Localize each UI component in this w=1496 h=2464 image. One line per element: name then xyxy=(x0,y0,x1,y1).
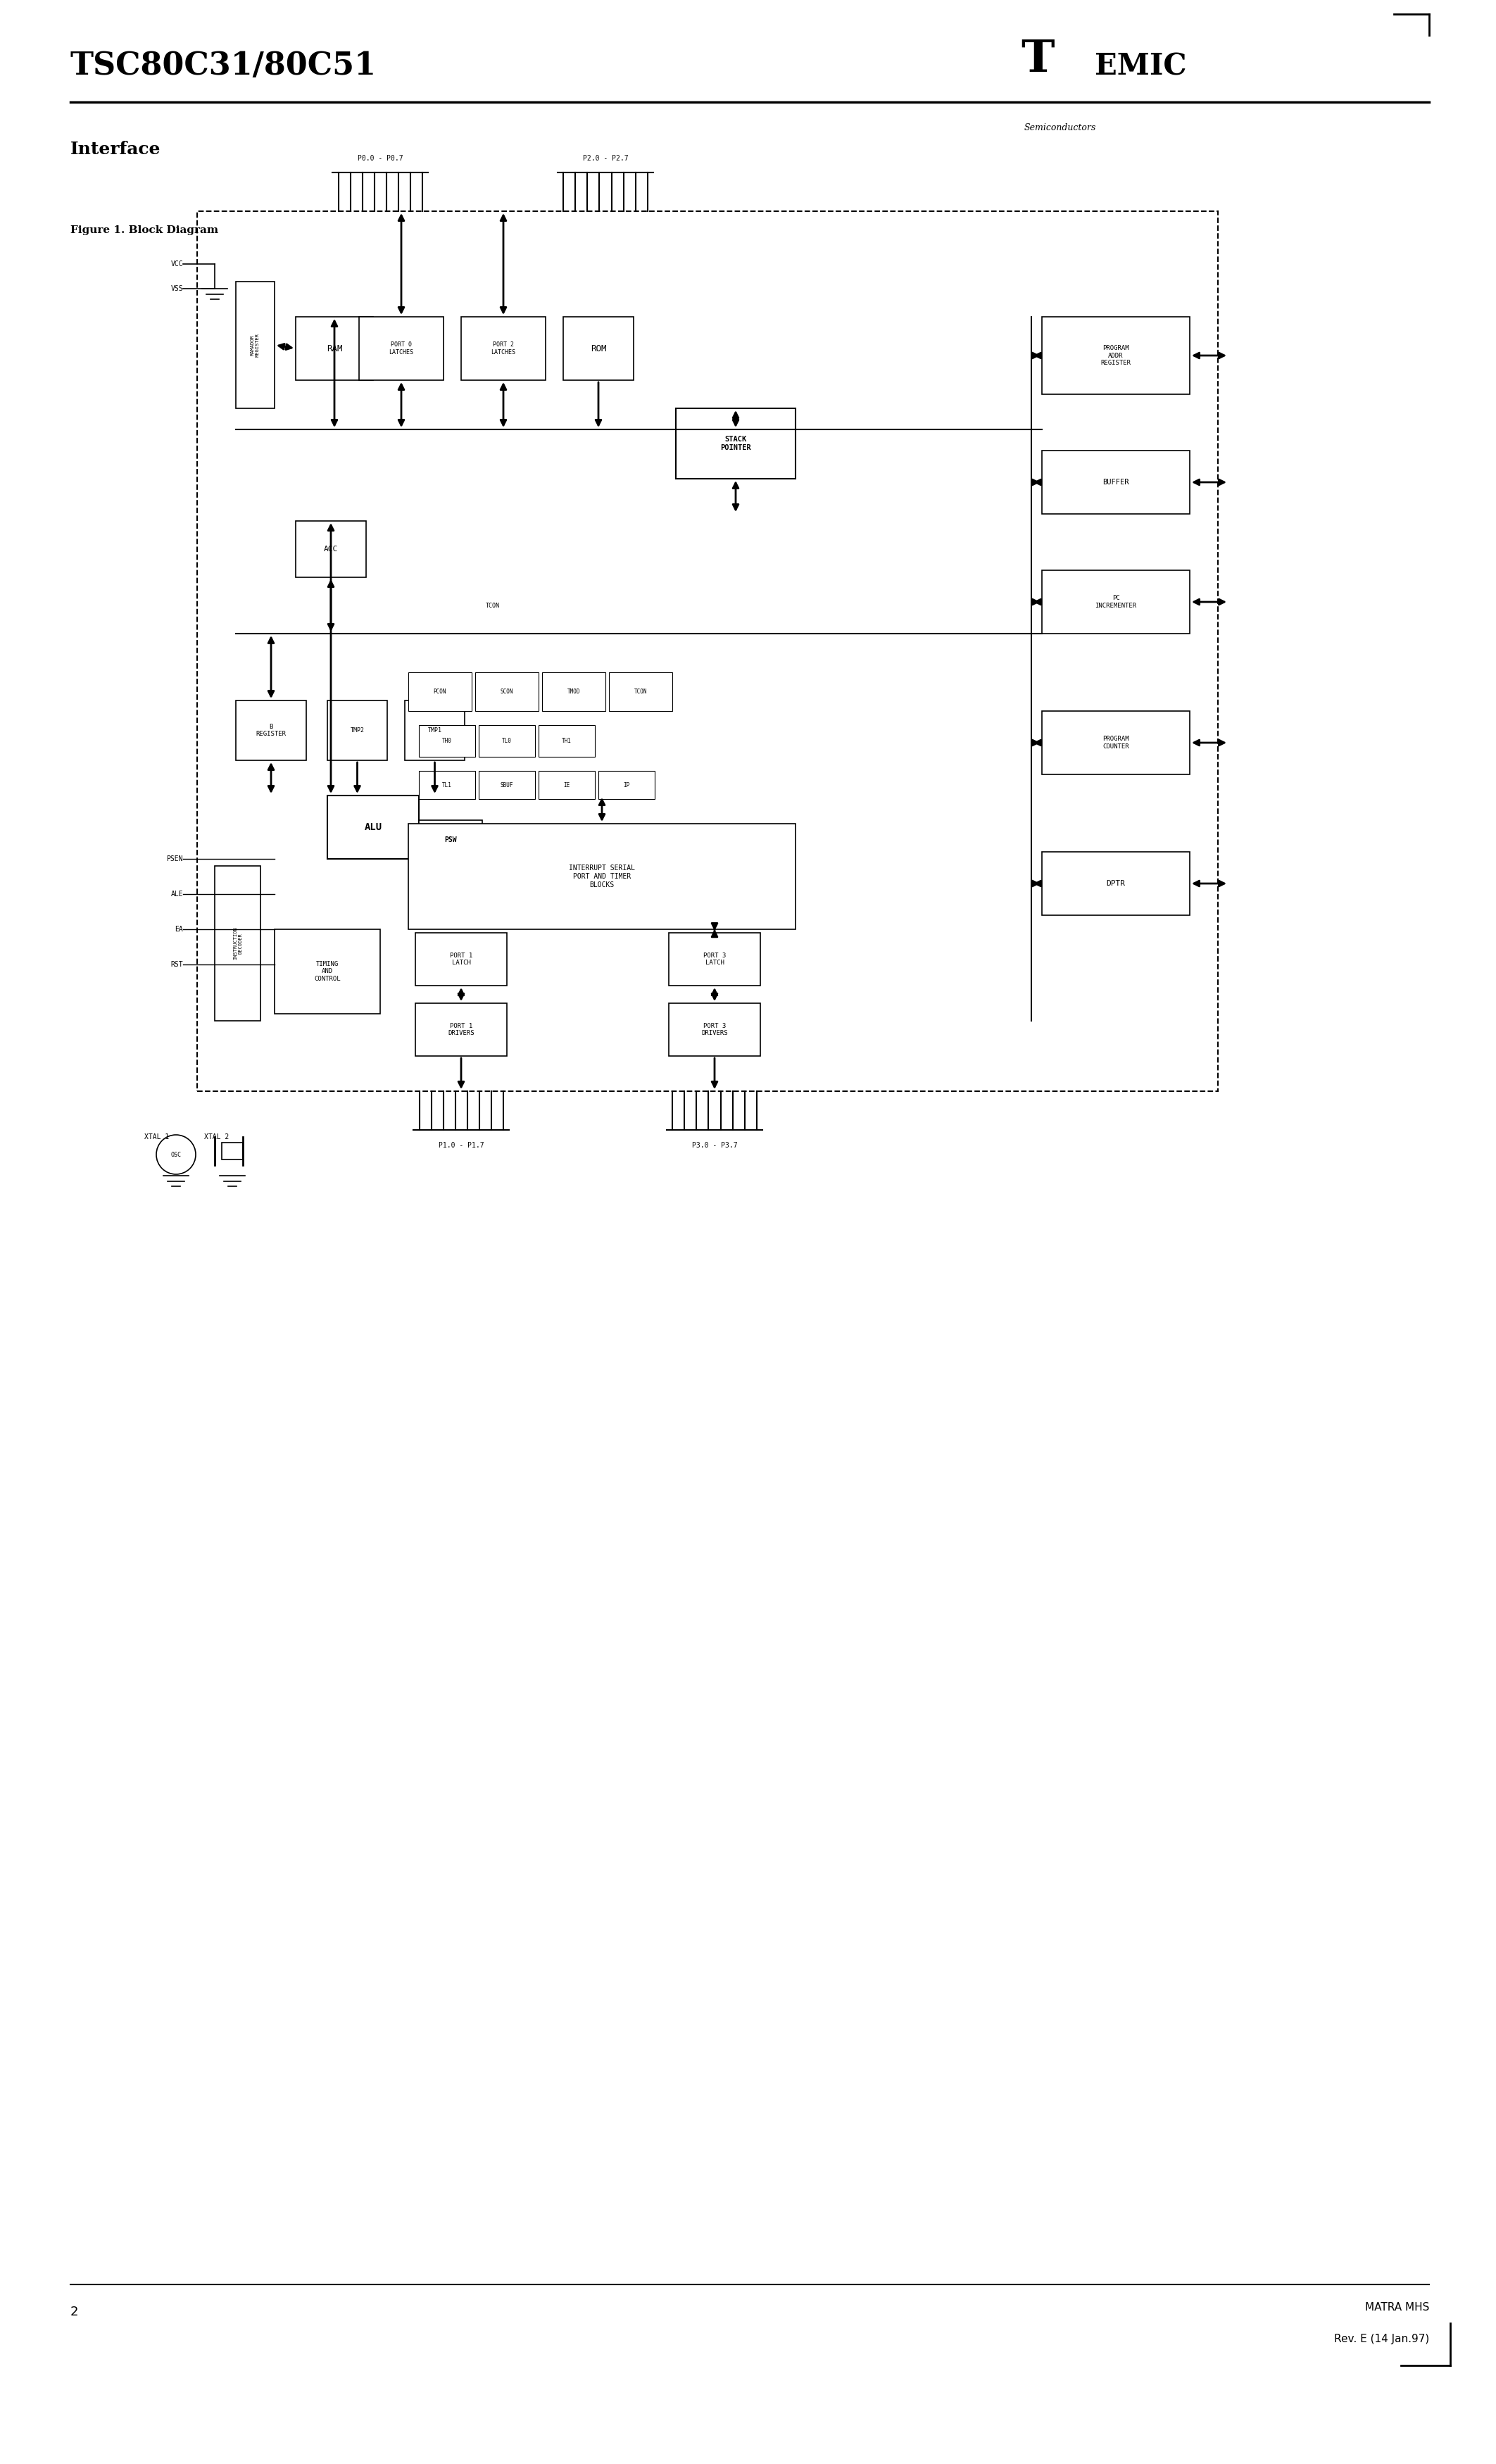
Bar xyxy=(215,865,260,1020)
Bar xyxy=(416,1003,507,1057)
Bar xyxy=(408,823,796,929)
Bar xyxy=(539,771,595,798)
Bar xyxy=(359,318,443,379)
Text: PORT 3
DRIVERS: PORT 3 DRIVERS xyxy=(702,1023,727,1037)
Text: EA: EA xyxy=(175,926,183,934)
Text: IP: IP xyxy=(624,781,630,788)
Text: SCON: SCON xyxy=(500,687,513,695)
Text: P0.0 - P0.7: P0.0 - P0.7 xyxy=(358,155,402,163)
Text: PROGRAM
ADDR
REGISTER: PROGRAM ADDR REGISTER xyxy=(1101,345,1131,367)
Text: ALU: ALU xyxy=(365,823,381,833)
Text: XTAL 1: XTAL 1 xyxy=(144,1133,169,1141)
Text: INTERRUPT SERIAL
PORT AND TIMER
BLOCKS: INTERRUPT SERIAL PORT AND TIMER BLOCKS xyxy=(568,865,634,887)
Bar xyxy=(197,212,1218,1092)
Bar xyxy=(408,673,471,712)
Bar xyxy=(328,700,387,761)
Text: TMOD: TMOD xyxy=(567,687,580,695)
Text: PC
INCREMENTER: PC INCREMENTER xyxy=(1095,596,1137,609)
Bar xyxy=(296,318,373,379)
Text: Interface: Interface xyxy=(70,140,162,158)
Text: TH0: TH0 xyxy=(443,737,452,744)
Text: VCC: VCC xyxy=(171,261,183,269)
Bar xyxy=(1041,712,1189,774)
Text: Figure 1. Block Diagram: Figure 1. Block Diagram xyxy=(70,224,218,234)
Text: TIMING
AND
CONTROL: TIMING AND CONTROL xyxy=(314,961,341,983)
Text: TSC80C31/80C51: TSC80C31/80C51 xyxy=(70,52,377,81)
Text: TL0: TL0 xyxy=(503,737,512,744)
Text: TMP2: TMP2 xyxy=(350,727,365,734)
Text: TMP1: TMP1 xyxy=(428,727,441,734)
Bar xyxy=(609,673,672,712)
Text: VSS: VSS xyxy=(171,286,183,293)
Text: RAMADOR
REGISTER: RAMADOR REGISTER xyxy=(251,333,260,357)
Bar xyxy=(416,934,507,986)
Text: P2.0 - P2.7: P2.0 - P2.7 xyxy=(583,155,628,163)
Text: XTAL 2: XTAL 2 xyxy=(203,1133,229,1141)
Text: PSW: PSW xyxy=(444,835,456,843)
Text: DPTR: DPTR xyxy=(1107,880,1125,887)
Text: RAM: RAM xyxy=(326,345,343,352)
Text: ALE: ALE xyxy=(171,890,183,897)
Bar xyxy=(1041,451,1189,515)
Text: T: T xyxy=(1020,37,1055,81)
Bar xyxy=(479,771,536,798)
Text: PORT 0
LATCHES: PORT 0 LATCHES xyxy=(389,342,413,355)
Bar xyxy=(296,520,367,577)
Text: OSC: OSC xyxy=(171,1151,181,1158)
Bar xyxy=(221,1143,242,1161)
Text: TCON: TCON xyxy=(634,687,648,695)
Text: PORT 2
LATCHES: PORT 2 LATCHES xyxy=(491,342,516,355)
Bar xyxy=(1041,569,1189,633)
Text: Semiconductors: Semiconductors xyxy=(1025,123,1097,133)
Text: P3.0 - P3.7: P3.0 - P3.7 xyxy=(691,1141,738,1148)
Bar xyxy=(275,929,380,1013)
Text: BUFFER: BUFFER xyxy=(1103,478,1129,485)
Bar xyxy=(328,796,419,860)
Bar xyxy=(405,700,465,761)
Bar xyxy=(669,934,760,986)
Text: Rev. E (14 Jan.97): Rev. E (14 Jan.97) xyxy=(1334,2333,1429,2343)
Text: P1.0 - P1.7: P1.0 - P1.7 xyxy=(438,1141,483,1148)
Text: RST: RST xyxy=(171,961,183,968)
Bar xyxy=(419,771,476,798)
Bar xyxy=(479,724,536,756)
Text: TH1: TH1 xyxy=(562,737,571,744)
Text: EMIC: EMIC xyxy=(1095,52,1186,81)
Text: PORT 1
LATCH: PORT 1 LATCH xyxy=(450,954,473,966)
Bar xyxy=(476,673,539,712)
Text: INSTRUCTION
DECODER: INSTRUCTION DECODER xyxy=(233,926,242,961)
Bar xyxy=(542,673,606,712)
Text: 2: 2 xyxy=(70,2306,78,2319)
Bar xyxy=(1041,853,1189,914)
Text: STACK
POINTER: STACK POINTER xyxy=(720,436,751,451)
Text: PCON: PCON xyxy=(434,687,446,695)
Bar xyxy=(236,281,275,409)
Text: MATRA MHS: MATRA MHS xyxy=(1364,2301,1429,2314)
Text: PSEN: PSEN xyxy=(166,855,183,862)
Text: PORT 1
DRIVERS: PORT 1 DRIVERS xyxy=(447,1023,474,1037)
Text: PROGRAM
COUNTER: PROGRAM COUNTER xyxy=(1103,737,1129,749)
Bar xyxy=(598,771,655,798)
Bar xyxy=(676,409,796,478)
Text: SBUF: SBUF xyxy=(500,781,513,788)
Text: ROM: ROM xyxy=(591,345,606,352)
Bar xyxy=(539,724,595,756)
Bar xyxy=(562,318,634,379)
Bar xyxy=(669,1003,760,1057)
Bar xyxy=(419,821,482,860)
Bar xyxy=(461,318,546,379)
Text: TL1: TL1 xyxy=(443,781,452,788)
Bar xyxy=(419,724,476,756)
Text: PORT 3
LATCH: PORT 3 LATCH xyxy=(703,954,726,966)
Text: B
REGISTER: B REGISTER xyxy=(256,724,286,737)
Bar xyxy=(236,700,307,761)
Text: IE: IE xyxy=(564,781,570,788)
Text: ACC: ACC xyxy=(323,545,338,552)
Text: TCON: TCON xyxy=(486,604,500,609)
Bar xyxy=(1041,318,1189,394)
